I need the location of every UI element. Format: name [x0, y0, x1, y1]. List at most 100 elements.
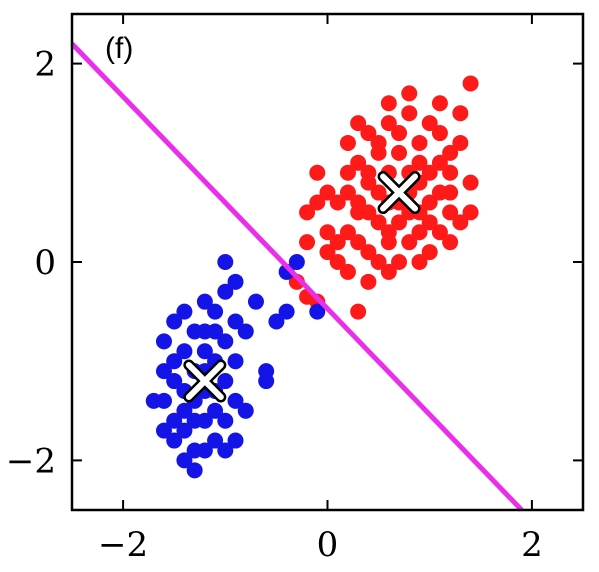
red-point: [370, 184, 387, 201]
red-point: [401, 85, 418, 102]
red-point: [350, 303, 367, 320]
y-tick-label: 0: [34, 243, 56, 283]
red-point: [431, 154, 448, 171]
blue-point: [145, 392, 162, 409]
blue-point: [217, 254, 234, 270]
blue-point: [227, 313, 244, 330]
blue-point: [217, 373, 234, 390]
blue-point: [166, 313, 183, 330]
red-point: [370, 134, 387, 151]
red-point: [391, 254, 408, 270]
red-point: [452, 214, 469, 231]
red-point: [421, 244, 438, 261]
blue-point: [258, 373, 275, 390]
red-point: [411, 134, 428, 151]
red-point: [401, 234, 418, 251]
red-point: [391, 125, 408, 142]
red-point: [452, 134, 469, 151]
blue-point: [217, 412, 234, 429]
blue-point: [155, 422, 172, 439]
plot-frame: [70, 12, 585, 512]
red-point: [370, 254, 387, 270]
red-point: [431, 95, 448, 112]
centroids: [183, 171, 421, 403]
blue-point: [227, 353, 244, 370]
blue-point: [207, 432, 224, 449]
axis-ticks: [72, 14, 583, 510]
red-point: [452, 105, 469, 122]
red-point: [339, 134, 356, 151]
red-point: [339, 263, 356, 280]
x-tick-label: −2: [98, 525, 148, 565]
blue-point: [207, 303, 224, 320]
centroid-marker: [377, 171, 421, 215]
red-point: [411, 224, 428, 241]
red-point: [360, 273, 377, 290]
red-point: [380, 224, 397, 241]
blue-point: [268, 313, 285, 330]
blue-point: [278, 303, 295, 320]
blue-point: [217, 333, 234, 350]
red-point: [319, 224, 336, 241]
red-point: [380, 115, 397, 132]
blue-point: [186, 462, 203, 479]
red-point: [299, 204, 316, 221]
red-point: [421, 214, 438, 231]
red-point: [309, 194, 326, 211]
blue-point: [186, 412, 203, 429]
blue-point: [176, 422, 193, 439]
blue-point: [237, 323, 254, 340]
centroid-stroke: [380, 173, 419, 212]
blue-point: [176, 402, 193, 419]
red-point: [380, 263, 397, 280]
blue-point: [155, 363, 172, 380]
blue-point: [155, 333, 172, 350]
blue-point: [196, 293, 213, 310]
red-point: [360, 125, 377, 142]
blue-point: [186, 442, 203, 459]
red-point: [350, 194, 367, 211]
red-point: [391, 214, 408, 231]
red-point: [329, 254, 346, 270]
red-point: [339, 184, 356, 201]
red-point: [401, 105, 418, 122]
decision-boundary-line: [70, 42, 524, 512]
blue-point: [166, 373, 183, 390]
red-point: [411, 154, 428, 171]
blue-point: [207, 323, 224, 340]
red-point: [380, 95, 397, 112]
data-points: [145, 75, 479, 479]
red-point: [350, 154, 367, 171]
blue-point: [207, 402, 224, 419]
centroid-marker: [183, 359, 227, 403]
red-point: [421, 164, 438, 181]
red-point: [442, 234, 459, 251]
red-point: [421, 115, 438, 132]
blue-point: [309, 303, 326, 320]
blue-point: [217, 442, 234, 459]
red-point: [442, 204, 459, 221]
red-point: [442, 144, 459, 161]
red-point: [339, 164, 356, 181]
red-point: [391, 144, 408, 161]
centroid-stroke: [185, 362, 224, 401]
red-point: [462, 75, 479, 92]
blue-point: [227, 273, 244, 290]
red-point: [299, 234, 316, 251]
blue-point: [166, 432, 183, 449]
red-point: [360, 244, 377, 261]
red-point: [350, 115, 367, 132]
red-point: [350, 234, 367, 251]
blue-point: [288, 254, 305, 270]
blue-point: [176, 303, 193, 320]
x-tick-label: 0: [317, 525, 339, 565]
red-point: [462, 204, 479, 221]
x-tick-label: 2: [521, 525, 543, 565]
blue-point: [166, 412, 183, 429]
red-point: [431, 125, 448, 142]
red-point: [360, 204, 377, 221]
red-point: [431, 184, 448, 201]
panel-label: (f): [105, 32, 133, 65]
red-point: [329, 234, 346, 251]
